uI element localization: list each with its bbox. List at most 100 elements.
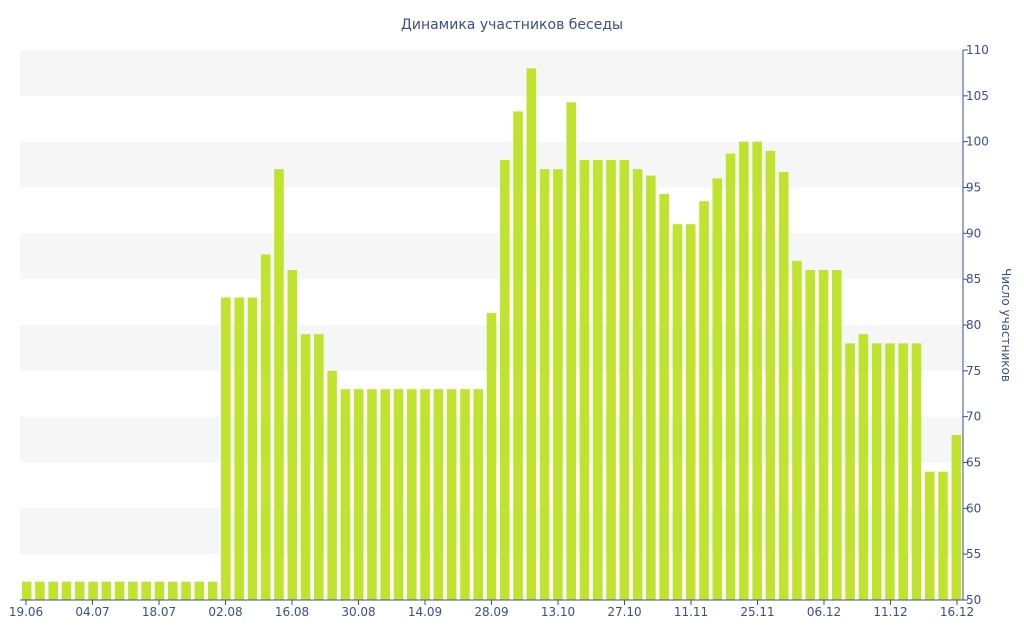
bar: [407, 389, 417, 600]
x-tick-label: 25.11: [740, 605, 774, 619]
bar: [699, 201, 709, 600]
bar: [871, 343, 882, 600]
bar: [925, 471, 935, 600]
bar: [327, 370, 337, 600]
y-tick-label: 80: [966, 318, 981, 332]
bar: [845, 343, 855, 600]
bar: [420, 389, 430, 600]
x-tick-label: 27.10: [607, 605, 641, 619]
bar: [646, 175, 656, 601]
x-ticks: 19.06 04.07 18.07 02.08 16.08 30.08 14.09 28.09…: [9, 600, 974, 619]
bar: [938, 471, 948, 600]
bar: [300, 334, 311, 600]
bar: [911, 343, 922, 600]
bar: [632, 169, 643, 600]
bar: [88, 581, 98, 600]
x-tick-label: 16.12: [940, 605, 974, 619]
bar: [486, 313, 497, 600]
y-ticks: 50 55 60 65 70 75 80 85 90 95 100 105 110: [963, 43, 989, 607]
bar: [685, 224, 696, 600]
bar: [353, 389, 364, 600]
y-tick-label: 105: [966, 89, 989, 103]
bar: [619, 160, 630, 600]
bar: [712, 178, 723, 601]
x-tick-label: 28.09: [474, 605, 508, 619]
bar: [951, 435, 962, 600]
bar: [832, 270, 842, 600]
bar: [367, 389, 377, 600]
bar: [818, 270, 829, 600]
bar: [659, 193, 669, 600]
y-axis-label: Число участников: [999, 268, 1013, 382]
x-tick-label: 30.08: [341, 605, 375, 619]
x-tick-label: 18.07: [142, 605, 176, 619]
bar: [460, 389, 470, 600]
y-tick-label: 100: [966, 135, 989, 149]
bar: [128, 581, 138, 600]
bar: [566, 102, 576, 600]
bar: [446, 389, 457, 600]
grid-band: [20, 141, 963, 188]
bar: [287, 270, 298, 600]
bar: [858, 334, 869, 600]
bar: [579, 160, 590, 600]
bar: [725, 153, 736, 601]
bar: [765, 150, 776, 601]
bar: [885, 343, 895, 600]
bar: [606, 160, 616, 600]
bar: [221, 297, 231, 600]
bar: [21, 581, 32, 600]
bar: [805, 270, 816, 600]
bar: [74, 581, 85, 600]
y-tick-label: 55: [966, 547, 981, 561]
x-tick-label: 19.06: [9, 605, 43, 619]
y-tick-label: 65: [966, 456, 981, 470]
bar: [433, 389, 444, 600]
bar: [792, 260, 802, 600]
x-tick-label: 02.08: [208, 605, 242, 619]
bar: [234, 297, 244, 600]
bar: [61, 581, 72, 600]
x-tick-label: 11.11: [674, 605, 708, 619]
x-tick-label: 16.08: [275, 605, 309, 619]
x-tick-label: 14.09: [408, 605, 442, 619]
bar: [167, 581, 178, 600]
bar: [101, 581, 112, 600]
bar: [35, 581, 45, 600]
bar: [553, 169, 563, 600]
bars: [21, 68, 962, 601]
y-tick-label: 95: [966, 181, 981, 195]
grid-band: [20, 50, 963, 96]
bar: [114, 581, 125, 600]
bar: [181, 581, 191, 600]
bar: [672, 224, 683, 600]
bar: [739, 141, 749, 600]
bar: [380, 389, 391, 600]
y-tick-label: 50: [966, 593, 981, 607]
bar: [194, 581, 205, 600]
bar: [592, 160, 603, 600]
bar: [752, 141, 762, 600]
x-tick-label: 06.12: [807, 605, 841, 619]
bar: [247, 297, 258, 600]
bar: [539, 169, 550, 600]
bar: [154, 581, 165, 600]
bar: [500, 160, 510, 600]
y-tick-label: 90: [966, 226, 981, 240]
bar: [393, 389, 404, 600]
bar: [898, 343, 909, 600]
bar: [526, 68, 537, 601]
y-tick-label: 70: [966, 410, 981, 424]
bar: [340, 389, 351, 600]
y-tick-label: 75: [966, 364, 981, 378]
bar: [513, 111, 523, 601]
bar: [48, 581, 58, 600]
x-tick-label: 13.10: [541, 605, 575, 619]
y-tick-label: 85: [966, 272, 981, 286]
bar: [260, 254, 271, 600]
y-tick-label: 110: [966, 43, 989, 57]
bar: [473, 389, 483, 600]
bar: [274, 169, 284, 600]
x-tick-label: 04.07: [75, 605, 109, 619]
